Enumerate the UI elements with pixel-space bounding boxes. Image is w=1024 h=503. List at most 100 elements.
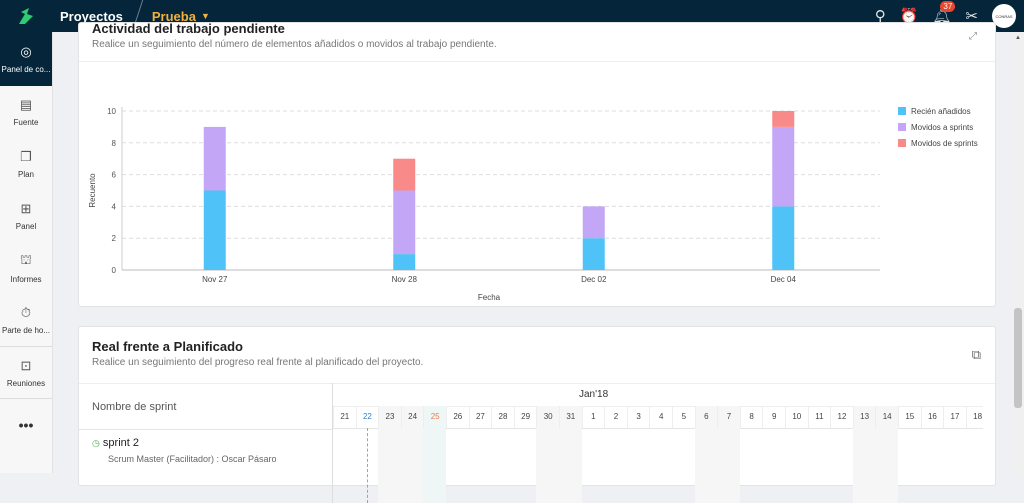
bar-segment: [582, 238, 605, 270]
alarm-clock-icon[interactable]: ⏰: [899, 8, 919, 25]
actual-vs-planned-card: Real frente a Planificado Realice un seg…: [78, 326, 996, 503]
day-header: 15: [898, 406, 921, 428]
today-marker: [366, 428, 368, 503]
y-tick-label: 8: [112, 139, 117, 148]
bar-segment: [393, 158, 416, 191]
sidebar-item-label: Parte de ho...: [1, 326, 51, 335]
day-header: 12: [830, 406, 853, 428]
day-header: 14: [875, 406, 898, 428]
weekend-column: [378, 428, 401, 503]
projects-link[interactable]: Proyectos: [60, 8, 123, 24]
tools-icon[interactable]: ✂: [965, 8, 978, 25]
day-header: 29: [513, 406, 537, 428]
sidebar-item-label: Fuente: [13, 118, 39, 127]
day-header: 17: [943, 406, 966, 428]
reports-icon: ⛫: [20, 252, 32, 267]
card-subtitle: Realice un seguimiento del número de ele…: [92, 39, 497, 50]
bar-segment: [772, 206, 795, 270]
scrum-master: Scrum Master (Facilitador) : Oscar Pásar…: [108, 454, 277, 464]
day-header: 8: [739, 406, 763, 428]
legend-swatch: [898, 123, 906, 131]
bar-segment: [393, 254, 416, 270]
scrollbar[interactable]: ▲: [1012, 32, 1024, 473]
day-header: 22: [355, 406, 379, 428]
x-tick-label: Dec 04: [771, 275, 797, 284]
feed-icon: ▤: [19, 97, 33, 112]
sprint-row[interactable]: ◷ sprint 2: [92, 437, 139, 449]
legend-swatch: [898, 139, 906, 147]
sidebar-item-label: Reuniones: [6, 378, 46, 388]
weekend-column: [400, 428, 424, 503]
weekend-column: [852, 428, 876, 503]
y-tick-label: 0: [112, 266, 117, 275]
backlog-activity-card: Actividad del trabajo pendiente Realice …: [78, 21, 996, 307]
plan-icon: ❐: [20, 149, 32, 164]
day-header: 1: [581, 406, 605, 428]
y-tick-label: 4: [112, 202, 117, 211]
sidebar-item-board[interactable]: ⊞ Panel: [0, 190, 52, 242]
y-axis-label: Recuento: [88, 173, 97, 208]
x-axis-label: Fecha: [478, 293, 501, 302]
sidebar-item-plan[interactable]: ❐ Plan: [0, 138, 52, 190]
sidebar-item-label: Panel: [15, 222, 37, 231]
scroll-up-icon[interactable]: ▲: [1015, 35, 1021, 41]
board-icon: ⊞: [20, 201, 32, 216]
more-icon: •••: [18, 416, 34, 433]
weekend-column: [694, 428, 718, 503]
more-button[interactable]: •••: [0, 398, 52, 450]
day-header: 18: [965, 406, 989, 428]
day-header: 13: [852, 406, 876, 428]
sidebar-item-dashboard[interactable]: ◎ Panel de co...: [0, 32, 52, 86]
column-header-sprint-name: Nombre de sprint: [92, 401, 177, 413]
day-header: 6: [694, 406, 718, 428]
sidebar-item-label: Panel de co...: [1, 65, 51, 74]
sidebar-item-reports[interactable]: ⛫ Informes: [0, 242, 52, 294]
legend-label: Movidos de sprints: [911, 139, 978, 148]
timer-icon: ⏱: [20, 305, 32, 320]
bell-icon[interactable]: 🔔︎ 37: [932, 1, 956, 25]
day-header: 10: [785, 406, 808, 428]
search-icon[interactable]: ⚲: [874, 8, 886, 25]
chevron-down-icon[interactable]: ▼: [200, 11, 210, 21]
x-tick-label: Nov 27: [202, 275, 228, 284]
day-header: 24: [400, 406, 424, 428]
sidebar-item-timesheet[interactable]: ⏱ Parte de ho...: [0, 294, 52, 346]
day-header: 4: [649, 406, 672, 428]
notification-badge: 37: [940, 1, 956, 12]
app-logo[interactable]: [0, 0, 52, 32]
avatar[interactable]: CONRAS: [992, 4, 1016, 28]
y-tick-label: 2: [112, 234, 117, 243]
gantt-timeline: Jan'18 21 22 23 24 25 26 27 28 29 30 31 1 2 3 4 5 6 7 8 9 10…: [332, 383, 983, 503]
day-header: 2: [604, 406, 627, 428]
day-header: 16: [920, 406, 944, 428]
bar-segment: [203, 190, 226, 270]
expand-icon[interactable]: ⤢: [969, 31, 977, 42]
sidebar-item-label: Informes: [10, 275, 42, 284]
day-header: 26: [446, 406, 469, 428]
backlog-chart: 0 2 4 6 8 10 Nov 27 Nov 28 Dec 02 Dec 04 Fecha Recu…: [88, 107, 978, 302]
day-header: 3: [626, 406, 650, 428]
card-title: Actividad del trabajo pendiente: [92, 21, 285, 36]
day-header: 7: [717, 406, 740, 428]
bar-segment: [772, 126, 795, 207]
day-header: 25: [423, 406, 446, 428]
project-selector[interactable]: Prueba: [151, 8, 196, 24]
sprint-icon: ◷: [92, 438, 100, 448]
day-header: 31: [559, 406, 582, 428]
sidebar: ◎ Panel de co... ▤ Fuente ❐ Plan ⊞ Panel ⛫ In…: [0, 32, 53, 473]
sprint-name[interactable]: sprint 2: [102, 437, 139, 449]
weekend-column: [423, 428, 446, 503]
day-header: 30: [536, 406, 559, 428]
card-subtitle: Realice un seguimiento del progreso real…: [92, 357, 424, 368]
sidebar-item-feed[interactable]: ▤ Fuente: [0, 86, 52, 138]
x-tick-label: Dec 02: [581, 275, 607, 284]
meetings-icon: ⊡: [20, 357, 32, 373]
bar-segment: [582, 206, 605, 239]
presentation-icon[interactable]: ⧉: [971, 347, 981, 362]
day-header: 9: [762, 406, 785, 428]
sidebar-item-meetings[interactable]: ⊡ Reuniones: [0, 346, 52, 398]
bar-segment: [772, 111, 795, 127]
weekend-column: [875, 428, 898, 503]
bar-segment: [393, 190, 416, 255]
scrollbar-thumb[interactable]: [1014, 308, 1022, 408]
